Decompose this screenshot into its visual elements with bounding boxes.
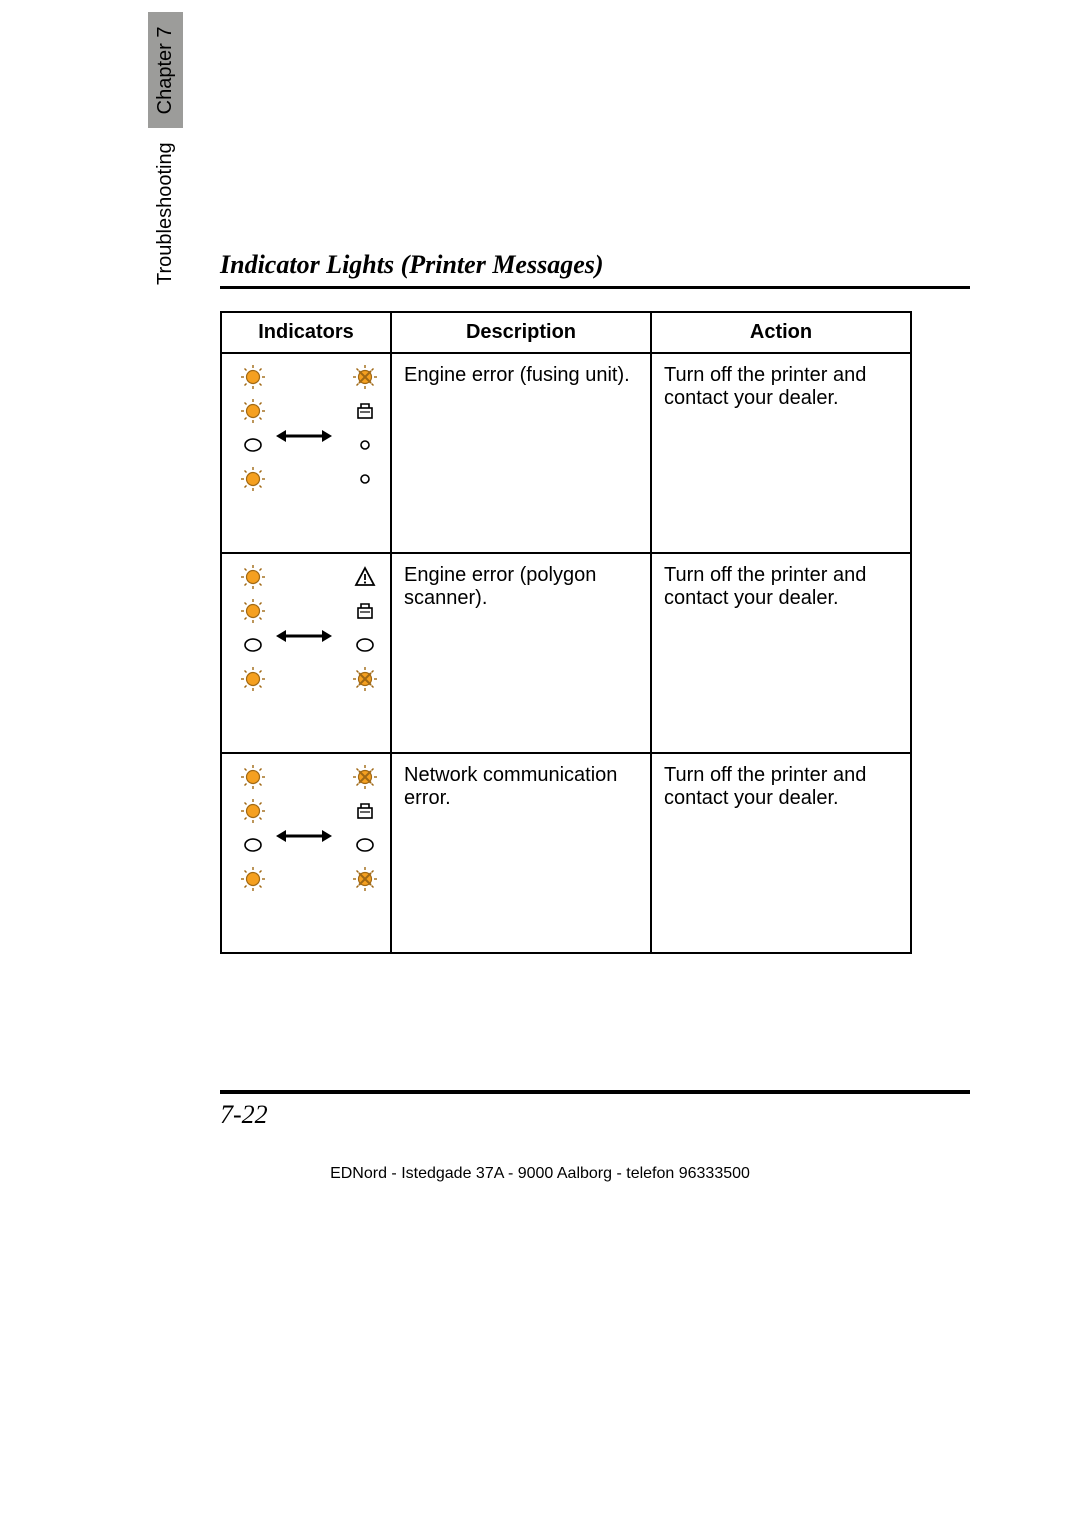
table-row: Network communication error.Turn off the… xyxy=(221,753,911,953)
indicator-right-paper-icon xyxy=(352,398,378,424)
indicator-right-warning-icon xyxy=(352,764,378,790)
col-header-action: Action xyxy=(651,312,911,353)
indicator-column-right xyxy=(350,764,380,892)
indicator-left-dot-icon xyxy=(240,866,266,892)
cell-description: Engine error (fusing unit). xyxy=(391,353,651,553)
indicator-left-warning-icon xyxy=(240,564,266,590)
indicator-block xyxy=(234,764,384,914)
side-tab-troubleshooting: Troubleshooting xyxy=(154,142,177,285)
indicator-arrow-icon xyxy=(276,426,332,446)
indicator-left-drum-icon xyxy=(240,832,266,858)
col-header-description: Description xyxy=(391,312,651,353)
indicator-left-warning-icon xyxy=(240,364,266,390)
cell-action: Turn off the printer and contact your de… xyxy=(651,353,911,553)
page-number: 7-22 xyxy=(220,1100,268,1130)
indicator-left-paper-icon xyxy=(240,598,266,624)
cell-action: Turn off the printer and contact your de… xyxy=(651,553,911,753)
indicator-block xyxy=(234,564,384,714)
indicator-column-left xyxy=(238,364,268,492)
indicator-right-drum-icon xyxy=(352,832,378,858)
indicator-left-drum-icon xyxy=(240,432,266,458)
indicator-right-paper-icon xyxy=(352,798,378,824)
cell-indicators xyxy=(221,753,391,953)
table-header-row: Indicators Description Action xyxy=(221,312,911,353)
indicator-right-dot-icon xyxy=(352,866,378,892)
cell-description: Network communication error. xyxy=(391,753,651,953)
indicator-right-drum-icon xyxy=(352,432,378,458)
indicator-right-dot-icon xyxy=(352,466,378,492)
indicator-right-warning-icon xyxy=(352,564,378,590)
footer-text: EDNord - Istedgade 37A - 9000 Aalborg - … xyxy=(0,1165,1080,1183)
side-tab-chapter: Chapter 7 xyxy=(148,12,183,128)
indicator-column-left xyxy=(238,564,268,692)
indicator-block xyxy=(234,364,384,514)
col-header-indicators: Indicators xyxy=(221,312,391,353)
cell-indicators xyxy=(221,353,391,553)
cell-description: Engine error (polygon scanner). xyxy=(391,553,651,753)
indicator-table: Indicators Description Action Engine err… xyxy=(220,311,912,954)
indicator-left-paper-icon xyxy=(240,398,266,424)
indicator-column-right xyxy=(350,564,380,692)
indicator-arrow-icon xyxy=(276,826,332,846)
indicator-right-drum-icon xyxy=(352,632,378,658)
indicator-column-left xyxy=(238,764,268,892)
indicator-left-dot-icon xyxy=(240,666,266,692)
indicator-right-warning-icon xyxy=(352,364,378,390)
indicator-left-dot-icon xyxy=(240,466,266,492)
bottom-rule xyxy=(220,1090,970,1094)
indicator-left-paper-icon xyxy=(240,798,266,824)
indicator-arrow-icon xyxy=(276,626,332,646)
indicator-left-warning-icon xyxy=(240,764,266,790)
cell-indicators xyxy=(221,553,391,753)
table-row: Engine error (polygon scanner).Turn off … xyxy=(221,553,911,753)
table-row: Engine error (fusing unit).Turn off the … xyxy=(221,353,911,553)
indicator-right-dot-icon xyxy=(352,666,378,692)
indicator-column-right xyxy=(350,364,380,492)
section-title: Indicator Lights (Printer Messages) xyxy=(220,250,970,289)
side-tab: Troubleshooting Chapter 7 xyxy=(148,12,183,285)
indicator-right-paper-icon xyxy=(352,598,378,624)
cell-action: Turn off the printer and contact your de… xyxy=(651,753,911,953)
indicator-left-drum-icon xyxy=(240,632,266,658)
